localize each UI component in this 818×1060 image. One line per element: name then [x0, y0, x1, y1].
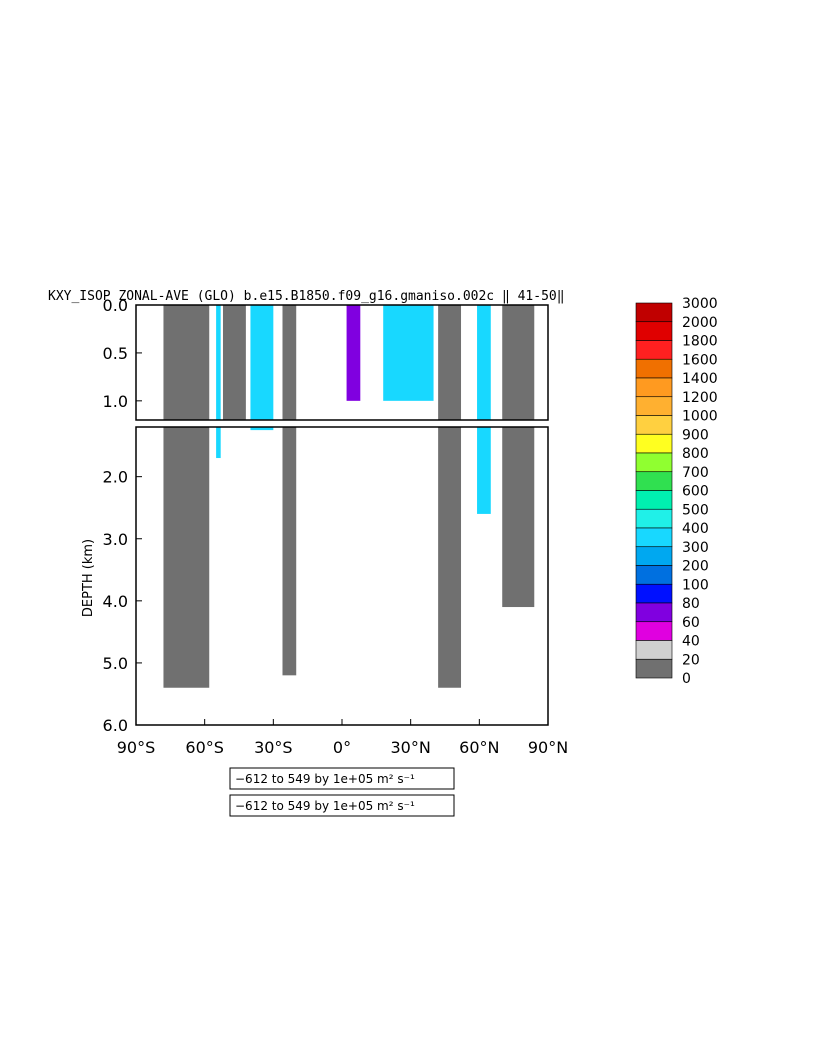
colorbar-label: 0	[682, 671, 691, 687]
field-cell-lower	[250, 427, 274, 431]
colorbar: 3000200018001600140012001000900800700600…	[635, 296, 718, 687]
colorbar-swatch	[635, 490, 673, 510]
y-axis-label: DEPTH (km)	[81, 539, 96, 617]
x-tick-label: 0°	[333, 738, 351, 757]
colorbar-label: 200	[682, 559, 709, 575]
range-box-1-text: −612 to 549 by 1e+05 m² s⁻¹	[235, 772, 415, 786]
colorbar-swatch	[635, 340, 673, 360]
range-box-2-text: −612 to 549 by 1e+05 m² s⁻¹	[235, 799, 415, 813]
x-tick-label: 30°S	[254, 738, 293, 757]
field-cell-upper	[163, 305, 210, 420]
field-cell-lower	[163, 427, 210, 688]
colorbar-label: 1600	[682, 352, 718, 368]
colorbar-swatch	[635, 565, 673, 585]
colorbar-label: 60	[682, 615, 700, 631]
colorbar-label: 1200	[682, 390, 718, 406]
field-cell-upper	[222, 305, 246, 420]
colorbar-swatch	[635, 546, 673, 566]
x-tick-label: 90°N	[528, 738, 568, 757]
colorbar-swatch	[635, 621, 673, 641]
colorbar-swatch	[635, 415, 673, 435]
y-tick-label: 5.0	[103, 654, 128, 673]
field-cell-lower	[216, 427, 221, 459]
colorbar-swatch	[635, 321, 673, 341]
colorbar-swatch	[635, 358, 673, 379]
y-tick-label: 2.0	[103, 468, 128, 487]
field-cell-upper	[383, 305, 434, 401]
field-cell-upper	[502, 305, 535, 420]
lower-panel-field	[163, 427, 535, 688]
x-tick-label: 30°N	[391, 738, 431, 757]
colorbar-swatch	[635, 658, 673, 679]
colorbar-swatch	[635, 433, 673, 454]
y-tick-label: 4.0	[103, 592, 128, 611]
colorbar-label: 20	[682, 652, 700, 668]
y-tick-label: 3.0	[103, 530, 128, 549]
x-tick-label: 60°N	[459, 738, 499, 757]
y-tick-label: 6.0	[103, 716, 128, 735]
x-tick-label: 60°S	[185, 738, 224, 757]
colorbar-swatch	[635, 377, 673, 398]
upper-panel-field	[163, 305, 535, 420]
colorbar-label: 800	[682, 446, 709, 462]
colorbar-label: 40	[682, 634, 700, 650]
colorbar-swatch	[635, 452, 673, 473]
colorbar-label: 1400	[682, 371, 718, 387]
x-axis-ticks: 90°S 60°S 30°S 0° 30°N 60°N 90°N	[117, 719, 568, 757]
upper-panel-frame	[135, 304, 549, 421]
colorbar-swatch	[635, 508, 673, 529]
field-cell-upper	[282, 305, 297, 420]
field-cell-lower	[438, 427, 462, 688]
colorbar-label: 1800	[682, 334, 718, 350]
colorbar-swatch	[635, 602, 673, 623]
colorbar-label: 2000	[682, 315, 718, 331]
field-cell-upper	[438, 305, 462, 420]
colorbar-swatch	[635, 302, 673, 323]
colorbar-label: 100	[682, 577, 709, 593]
colorbar-label: 3000	[682, 296, 718, 312]
colorbar-swatch	[635, 396, 673, 416]
colorbar-label: 700	[682, 465, 709, 481]
colorbar-label: 900	[682, 427, 709, 443]
upper-panel-y-ticks: 0.0 0.5 1.0	[103, 296, 142, 411]
colorbar-label: 80	[682, 596, 700, 612]
field-cell-upper	[346, 305, 361, 401]
field-cell-lower	[502, 427, 535, 608]
colorbar-label: 500	[682, 502, 709, 518]
colorbar-swatch	[635, 640, 673, 660]
y-tick-label: 0.0	[103, 296, 128, 315]
range-box-1-frame	[229, 767, 455, 790]
field-cell-upper	[477, 305, 491, 420]
colorbar-swatch	[635, 583, 673, 604]
chart-title: KXY_ISOP ZONAL-AVE (GLO) b.e15.B1850.f09…	[48, 289, 565, 304]
colorbar-label: 300	[682, 540, 709, 556]
field-cell-lower	[477, 427, 491, 514]
colorbar-label: 400	[682, 521, 709, 537]
colorbar-label: 600	[682, 484, 709, 500]
field-cell-upper	[250, 305, 274, 420]
field-cell-lower	[282, 427, 297, 676]
colorbar-label: 1000	[682, 409, 718, 425]
colorbar-swatch	[635, 471, 673, 491]
y-tick-label: 0.5	[103, 344, 128, 363]
range-box-2-frame	[229, 794, 455, 817]
x-tick-label: 90°S	[117, 738, 156, 757]
field-cell-upper	[216, 305, 221, 420]
colorbar-swatch	[635, 527, 673, 548]
y-tick-label: 1.0	[103, 392, 128, 411]
lower-panel-y-ticks: 2.0 3.0 4.0 5.0 6.0	[103, 468, 142, 735]
